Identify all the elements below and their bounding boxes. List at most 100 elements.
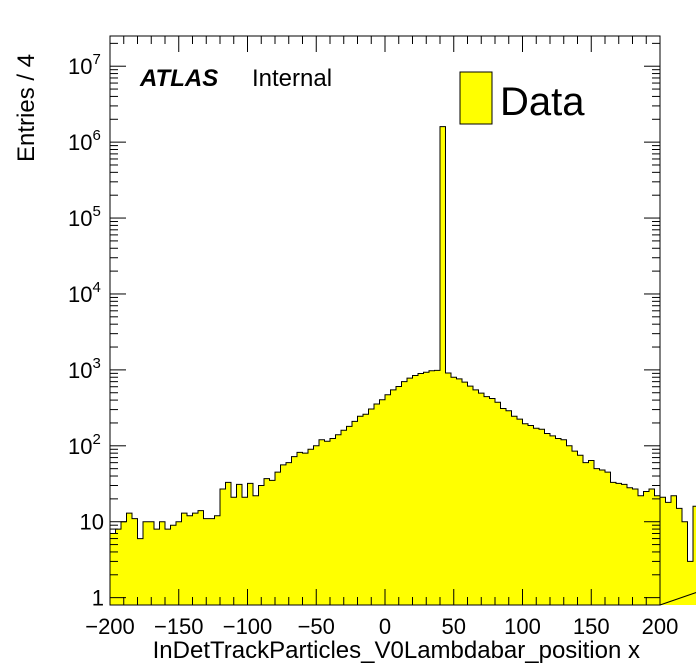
y-axis-title: Entries / 4 xyxy=(13,54,40,162)
histogram-bin xyxy=(627,487,633,605)
histogram-bin xyxy=(143,521,149,605)
histogram-bin xyxy=(198,510,204,605)
histogram-bin xyxy=(588,460,595,605)
histogram-bin xyxy=(319,439,325,605)
histogram-bin xyxy=(583,462,589,605)
histogram-bin xyxy=(654,495,661,605)
x-axis-tick-labels: −200 −150 −100 −50 0 50 100 150 200 xyxy=(85,614,678,639)
histogram-bin xyxy=(247,483,254,605)
histogram-bin xyxy=(456,378,463,605)
histogram-bin xyxy=(132,518,138,605)
histogram-bin xyxy=(269,480,276,605)
histogram-bin xyxy=(693,506,696,605)
histogram-bin xyxy=(605,472,611,605)
histogram-bin xyxy=(302,453,309,605)
histogram-bin xyxy=(616,483,622,605)
histogram-bin xyxy=(682,521,688,605)
histogram-bin xyxy=(280,464,287,605)
atlas-label: ATLAS xyxy=(139,65,218,92)
y-tick-label: 104 xyxy=(68,279,101,307)
y-tick-label: 106 xyxy=(68,127,101,155)
histogram-bin xyxy=(467,386,474,605)
x-axis-ticks xyxy=(109,36,661,605)
histogram-bin xyxy=(121,521,127,605)
y-tick-label: 105 xyxy=(68,203,101,231)
histogram-bin xyxy=(379,399,386,605)
histogram-bin xyxy=(335,434,342,605)
histogram-bin xyxy=(346,426,353,605)
histogram-bin xyxy=(643,491,650,605)
histogram-bin xyxy=(253,495,259,605)
histogram-bin xyxy=(621,484,628,605)
histogram-bin xyxy=(137,538,144,605)
histogram-bin xyxy=(159,521,166,605)
histogram-bin xyxy=(385,394,391,605)
histogram-bin xyxy=(390,389,397,605)
histogram-bin xyxy=(660,497,666,605)
histogram-bin xyxy=(610,482,617,605)
legend-swatch xyxy=(459,71,493,125)
y-axis-tick-labels: 1 10 102 103 104 105 106 107 xyxy=(68,51,104,610)
histogram-bin xyxy=(148,521,155,605)
histogram-bin xyxy=(451,377,457,605)
histogram-bin xyxy=(297,452,303,605)
y-tick-label: 1 xyxy=(92,586,104,611)
histogram-bin xyxy=(341,430,347,605)
histogram-bin xyxy=(511,416,518,605)
histogram-bin xyxy=(220,488,226,605)
x-tick-label: 0 xyxy=(379,614,391,639)
histogram-bin xyxy=(473,389,479,605)
x-tick-label: 150 xyxy=(573,614,610,639)
histogram-bin xyxy=(599,470,606,605)
histogram-outline xyxy=(109,126,696,606)
histogram-bin xyxy=(192,513,199,605)
x-tick-label: −150 xyxy=(154,614,204,639)
x-tick-label: −100 xyxy=(223,614,273,639)
x-tick-label: −50 xyxy=(298,614,335,639)
y-tick-label: 103 xyxy=(68,355,101,383)
histogram-bin xyxy=(115,529,122,605)
histogram-bin xyxy=(445,372,452,605)
histogram-bin xyxy=(258,485,265,605)
histogram-bin xyxy=(374,404,380,605)
histogram-bin xyxy=(231,497,237,605)
legend: Data xyxy=(459,71,585,125)
histogram-bin xyxy=(176,521,182,605)
histogram-bin xyxy=(275,472,281,605)
histogram-bin xyxy=(352,421,358,605)
histogram-bin xyxy=(110,533,116,605)
x-tick-label: −200 xyxy=(85,614,135,639)
histogram-bin xyxy=(170,525,177,605)
histogram-bin xyxy=(357,416,364,605)
histogram-bin xyxy=(522,423,529,605)
histogram-bin xyxy=(412,375,419,605)
histogram-bin xyxy=(687,561,694,605)
histogram-bin xyxy=(407,378,413,605)
histogram-bin xyxy=(649,488,655,605)
histogram-bin xyxy=(495,402,501,605)
histogram-bin xyxy=(368,409,375,605)
histogram-bin xyxy=(187,515,193,605)
x-tick-label: 100 xyxy=(504,614,541,639)
histogram-bin xyxy=(555,438,562,605)
histogram-bin xyxy=(577,455,584,605)
histogram-bin xyxy=(671,495,677,605)
histogram-bin xyxy=(638,495,644,605)
histogram-bin xyxy=(324,441,331,605)
x-tick-label: 50 xyxy=(442,614,466,639)
histogram-bin xyxy=(539,429,545,605)
histogram-bin xyxy=(286,462,292,605)
histogram-bars xyxy=(110,126,696,606)
histogram-bin xyxy=(429,370,435,605)
y-tick-label: 107 xyxy=(68,51,101,79)
y-tick-label: 10 xyxy=(80,510,104,535)
x-tick-label: 200 xyxy=(642,614,679,639)
histogram-bin xyxy=(154,529,160,605)
histogram-bin xyxy=(440,126,446,606)
histogram-bin xyxy=(423,372,430,605)
histogram-bin xyxy=(572,451,578,605)
internal-label: Internal xyxy=(252,65,332,92)
histogram-bin xyxy=(396,386,402,605)
y-tick-label: 102 xyxy=(68,431,101,459)
